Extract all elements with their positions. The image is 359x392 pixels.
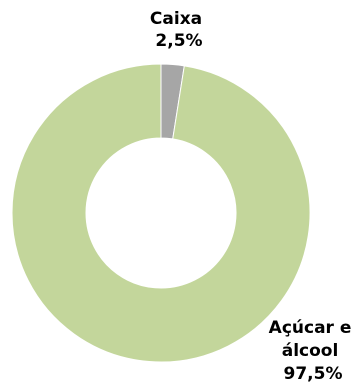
label-caixa-name: Caixa <box>150 9 202 29</box>
donut-slices <box>11 63 311 363</box>
label-acucar-line2: álcool <box>282 341 339 361</box>
label-acucar-alcool: Açúcar e álcool 97,5% <box>269 318 358 384</box>
label-acucar-value: 97,5% <box>284 364 343 384</box>
donut-slice-1 <box>11 63 311 363</box>
label-caixa: Caixa 2,5% <box>150 9 208 51</box>
label-caixa-value: 2,5% <box>155 31 202 51</box>
label-acucar-line1: Açúcar e <box>269 318 352 338</box>
